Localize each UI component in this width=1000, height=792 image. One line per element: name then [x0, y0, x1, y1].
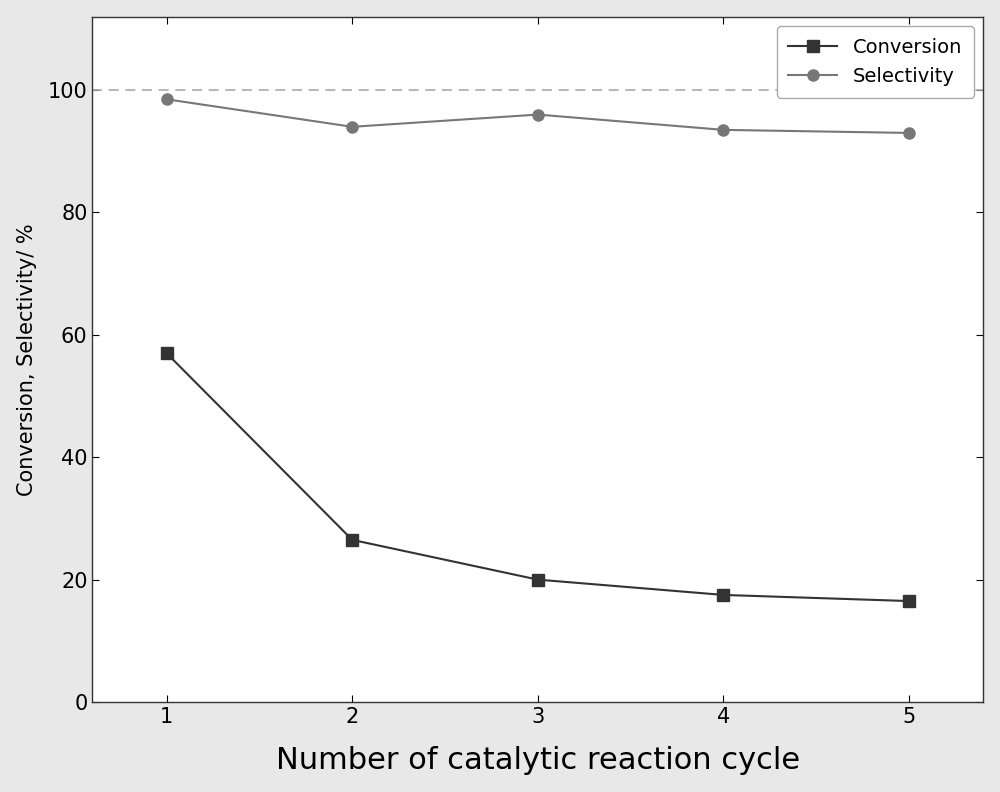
Line: Conversion: Conversion [161, 348, 915, 607]
Selectivity [903, 128, 915, 138]
Conversion [532, 575, 544, 584]
Conversion [903, 596, 915, 606]
Selectivity [346, 122, 358, 131]
Line: Selectivity: Selectivity [161, 93, 915, 139]
X-axis label: Number of catalytic reaction cycle: Number of catalytic reaction cycle [276, 746, 800, 775]
Conversion [346, 535, 358, 545]
Conversion [161, 348, 173, 358]
Y-axis label: Conversion, Selectivity/ %: Conversion, Selectivity/ % [17, 223, 37, 496]
Selectivity [717, 125, 729, 135]
Selectivity [532, 110, 544, 120]
Selectivity [161, 94, 173, 104]
Legend: Conversion, Selectivity: Conversion, Selectivity [777, 26, 974, 98]
Conversion [717, 590, 729, 600]
